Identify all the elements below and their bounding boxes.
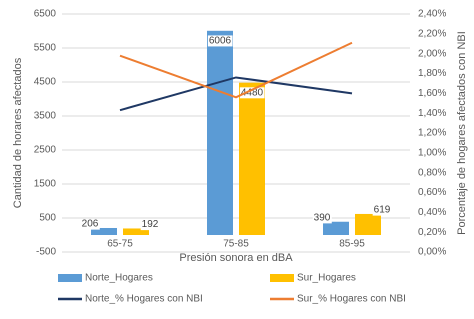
y2-tick-label: 0,20% bbox=[418, 227, 446, 238]
y2-tick-label: 2,20% bbox=[418, 28, 446, 39]
bar bbox=[355, 213, 381, 235]
y-tick-label: -500 bbox=[36, 247, 56, 258]
y-tick-label: 6500 bbox=[34, 9, 57, 20]
y2-tick-label: 2,00% bbox=[418, 48, 446, 59]
y2-tick-label: 1,00% bbox=[418, 147, 446, 158]
y2-tick-label: 0,00% bbox=[418, 247, 446, 258]
y-tick-label: 4500 bbox=[34, 77, 57, 88]
data-label: 390 bbox=[314, 212, 331, 223]
bar bbox=[323, 221, 349, 235]
y2-tick-label: 1,60% bbox=[418, 88, 446, 99]
y-tick-label: 3500 bbox=[34, 111, 57, 122]
y2-axis-title: Porcentaje de hogares afectados con NBI bbox=[456, 31, 468, 235]
y-tick-label: 2500 bbox=[34, 145, 57, 156]
data-label: 4480 bbox=[241, 87, 264, 98]
data-label-bg bbox=[239, 87, 265, 99]
legend-label: Norte_Hogares bbox=[85, 273, 153, 284]
line-series bbox=[119, 41, 353, 99]
legend-label: Norte_% Hogares con NBI bbox=[85, 294, 203, 305]
data-label-bg bbox=[140, 219, 160, 231]
data-label: 206 bbox=[82, 219, 99, 230]
y2-tick-label: 0,80% bbox=[418, 167, 446, 178]
bar bbox=[207, 30, 233, 235]
bar bbox=[123, 228, 149, 235]
data-label-bg bbox=[372, 204, 392, 216]
legend-swatch bbox=[270, 274, 294, 282]
y-tick-label: 5500 bbox=[34, 43, 57, 54]
data-label: 6006 bbox=[209, 35, 232, 46]
y2-tick-label: 1,20% bbox=[418, 128, 446, 139]
x-axis-title: Presión sonora en dBA bbox=[179, 252, 293, 264]
legend-swatch bbox=[58, 274, 82, 282]
y2-tick-label: 1,40% bbox=[418, 108, 446, 119]
bar bbox=[239, 82, 265, 236]
y-tick-label: 500 bbox=[39, 213, 56, 224]
x-tick-label: 75-85 bbox=[223, 239, 249, 250]
y2-tick-label: 1,80% bbox=[418, 68, 446, 79]
y-axis-title: Cantidad de horares afectados bbox=[12, 57, 24, 208]
bar bbox=[91, 227, 117, 235]
data-label-bg bbox=[207, 35, 233, 47]
data-label: 192 bbox=[142, 219, 159, 230]
x-tick-label: 65-75 bbox=[107, 239, 133, 250]
data-label-bg bbox=[80, 218, 100, 230]
data-label: 619 bbox=[374, 205, 391, 216]
y2-tick-label: 0,40% bbox=[418, 207, 446, 218]
legend-label: Sur_Hogares bbox=[297, 273, 356, 284]
line-series bbox=[119, 76, 353, 112]
data-label-bg bbox=[312, 212, 332, 224]
y-tick-label: 1500 bbox=[34, 179, 57, 190]
x-tick-label: 85-95 bbox=[339, 239, 365, 250]
y2-tick-label: 2,40% bbox=[418, 9, 446, 20]
y2-tick-label: 0,60% bbox=[418, 187, 446, 198]
legend-label: Sur_% Hogares con NBI bbox=[297, 294, 406, 305]
